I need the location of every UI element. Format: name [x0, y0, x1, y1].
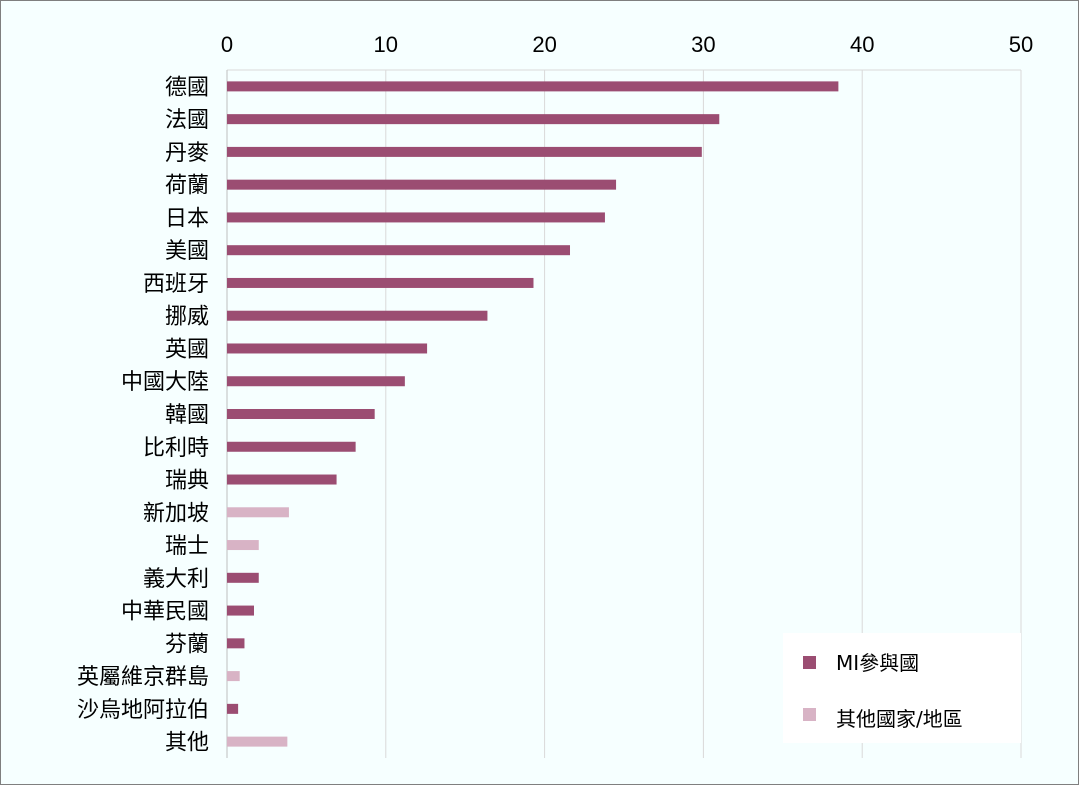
x-tick-label: 10 [374, 32, 398, 57]
x-tick-label: 0 [221, 32, 233, 57]
bar [227, 573, 259, 583]
bar [227, 212, 605, 222]
legend-label-other: 其他國家/地區 [836, 707, 963, 731]
x-tick-label: 40 [850, 32, 874, 57]
category-label: 沙烏地阿拉伯 [77, 698, 209, 723]
bar [227, 475, 337, 485]
category-label: 美國 [165, 239, 209, 264]
category-label: 荷蘭 [165, 174, 209, 199]
x-tick-label: 20 [532, 32, 556, 57]
bar [227, 376, 405, 386]
category-label: 德國 [165, 75, 209, 100]
bar [227, 409, 375, 419]
x-tick-label: 30 [691, 32, 715, 57]
legend-swatch-mi [803, 656, 816, 669]
bar [227, 147, 702, 157]
bar [227, 540, 259, 550]
bar [227, 180, 616, 190]
category-label: 瑞典 [165, 469, 209, 494]
legend-swatch-other [803, 708, 816, 721]
category-label: 義大利 [143, 567, 209, 592]
bar [227, 114, 719, 124]
category-label: 中國大陸 [121, 370, 209, 395]
bar [227, 704, 238, 714]
bars [227, 81, 838, 746]
category-label: 西班牙 [143, 272, 209, 297]
category-label: 比利時 [143, 436, 209, 461]
legend: MI參與國 其他國家/地區 [783, 633, 1021, 743]
category-label: 法國 [165, 108, 209, 133]
x-tick-label: 50 [1009, 32, 1033, 57]
category-label: 其他 [165, 731, 209, 756]
bar [227, 606, 254, 616]
bar [227, 245, 570, 255]
category-label: 挪威 [165, 305, 209, 330]
category-label: 英屬維京群島 [77, 665, 209, 690]
bar [227, 737, 287, 747]
legend-label-mi: MI參與國 [836, 651, 919, 675]
bar [227, 442, 356, 452]
category-label: 中華民國 [121, 600, 209, 625]
category-label: 芬蘭 [165, 632, 209, 657]
bar [227, 343, 427, 353]
category-label: 瑞士 [165, 534, 209, 559]
category-labels: 德國法國丹麥荷蘭日本美國西班牙挪威英國中國大陸韓國比利時瑞典新加坡瑞士義大利中華… [77, 75, 209, 755]
bar [227, 278, 533, 288]
bar [227, 81, 838, 91]
category-label: 英國 [165, 337, 209, 362]
bar [227, 638, 244, 648]
bar [227, 507, 289, 517]
x-axis-ticks: 0 10 20 30 40 50 [221, 32, 1033, 57]
category-label: 丹麥 [165, 141, 209, 166]
bar [227, 671, 240, 681]
category-label: 新加坡 [143, 501, 209, 526]
category-label: 韓國 [165, 403, 209, 428]
bar [227, 311, 487, 321]
category-label: 日本 [165, 206, 209, 231]
